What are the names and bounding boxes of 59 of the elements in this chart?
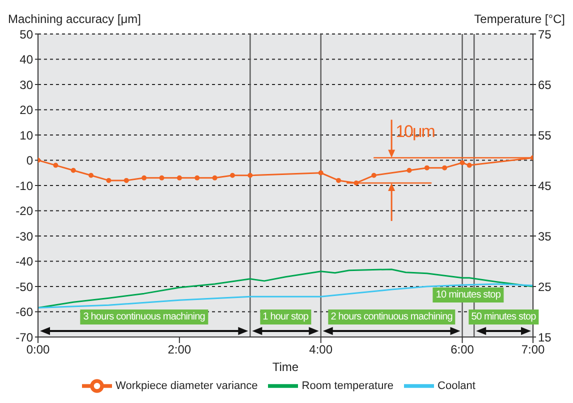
y-tick-label: 40 xyxy=(20,52,34,67)
point xyxy=(88,172,94,178)
point xyxy=(70,168,76,173)
point xyxy=(248,172,253,178)
y-tick-label: 30 xyxy=(20,78,34,92)
y-tick-label: 10 xyxy=(20,128,34,142)
y-tick-label: 0 xyxy=(26,154,34,168)
point xyxy=(318,170,324,176)
y2-tick-label: 65 xyxy=(538,78,552,92)
annotation: 10 minutes stop xyxy=(432,288,504,302)
y-tick-label: -70 xyxy=(16,330,34,344)
point xyxy=(442,165,448,170)
point xyxy=(212,175,218,180)
y2-tick-label: 15 xyxy=(538,330,552,344)
x-tick-label: 0:00 xyxy=(26,342,50,357)
y-tick-label: -30 xyxy=(16,229,34,244)
point xyxy=(124,178,129,183)
y-tick-label: -20 xyxy=(16,204,34,218)
y-tick-label: -60 xyxy=(16,305,34,320)
annotation: 10μm xyxy=(396,122,434,142)
y-tick-label: 50 xyxy=(20,27,34,42)
point xyxy=(336,178,342,183)
y-tick-label: -50 xyxy=(16,280,34,294)
y2-tick-label: 45 xyxy=(538,178,552,193)
x-tick-label: 6:00 xyxy=(450,342,474,357)
x-axis-title: Time xyxy=(272,360,299,374)
y-tick-label: -10 xyxy=(16,178,34,193)
annotation: 2 hours continuous machining xyxy=(328,310,456,324)
x-tick-label: 4:00 xyxy=(309,342,333,357)
y2-tick-label: 25 xyxy=(538,280,552,294)
point xyxy=(53,162,58,168)
y-tick-label: 20 xyxy=(20,103,34,118)
point xyxy=(142,175,147,180)
y-tick-label: -40 xyxy=(16,254,34,269)
y2-tick-label: 55 xyxy=(538,128,552,142)
point xyxy=(230,172,235,178)
point xyxy=(460,160,465,166)
point xyxy=(371,172,376,178)
x-tick-label: 7:00 xyxy=(521,342,545,357)
point xyxy=(159,175,164,180)
point xyxy=(466,162,472,168)
point xyxy=(106,178,112,183)
y2-axis-title: Temperature [°C] xyxy=(474,12,565,26)
annotation: 1 hour stop xyxy=(260,310,312,324)
y2-tick-label: 75 xyxy=(538,27,552,42)
line-series xyxy=(38,268,533,308)
point xyxy=(406,168,412,173)
x-tick-label: 2:00 xyxy=(168,342,192,357)
y-axis-title: Machining accuracy [μm] xyxy=(8,12,141,26)
legend-label: Room temperature xyxy=(302,380,394,392)
legend-label: Workpiece diameter variance xyxy=(116,380,258,392)
point xyxy=(194,175,200,180)
annotation: 50 minutes stop xyxy=(468,310,539,324)
line-series xyxy=(38,283,533,308)
annotation: 3 hours continuous machining xyxy=(80,310,208,324)
point xyxy=(176,175,182,180)
point xyxy=(424,165,430,170)
y2-tick-label: 35 xyxy=(538,229,552,244)
legend-label: Coolant xyxy=(438,380,476,392)
